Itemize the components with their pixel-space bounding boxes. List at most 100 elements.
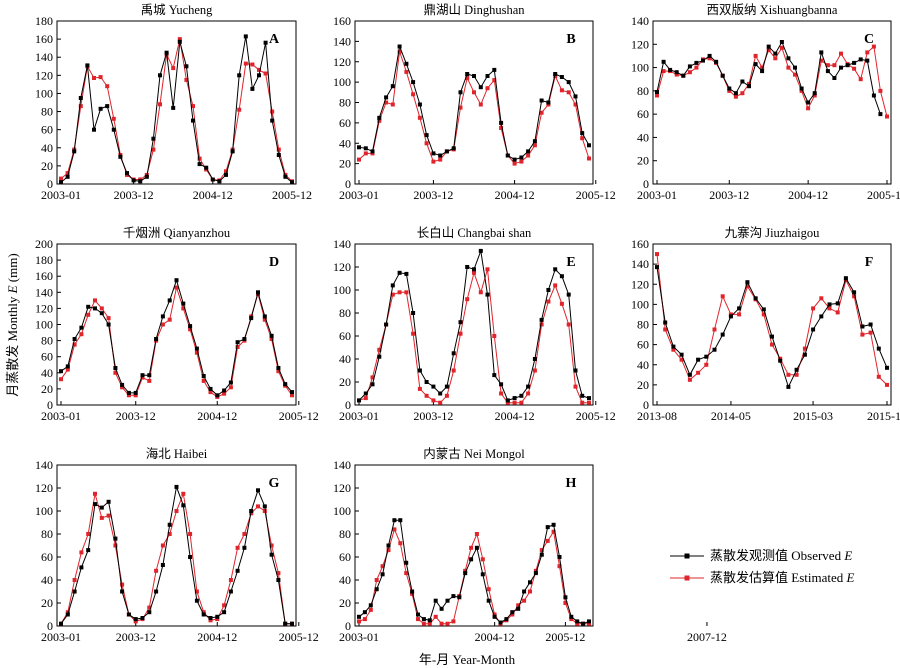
panel-letter: D	[269, 255, 279, 270]
data-point-estimated	[526, 153, 531, 158]
data-point-observed	[370, 149, 375, 154]
y-tick-label: 0	[47, 619, 53, 633]
data-point-observed	[243, 34, 248, 39]
data-point-estimated	[65, 610, 70, 615]
data-point-observed	[444, 149, 449, 154]
data-point-observed	[78, 96, 83, 100]
data-point-estimated	[377, 118, 382, 123]
chart-panel-D: 0 20 40 60 80 100 120 140 160 180 200 2003-01 2003-1…	[35, 226, 319, 423]
data-point-estimated	[126, 393, 131, 398]
data-point-estimated	[397, 290, 402, 295]
chart-panel-G: 0 20 40 60 80 100 120 140 2003-01 2003-12 2004-12 2…	[35, 446, 319, 644]
data-point-estimated	[160, 543, 165, 548]
data-point-estimated	[492, 78, 497, 83]
y-tick-label: 140	[333, 458, 351, 472]
y-tick-label: 40	[41, 366, 53, 380]
data-point-estimated	[290, 393, 294, 398]
y-tick-label: 100	[35, 318, 53, 332]
chart-panel-F: 0 20 40 60 80 100 120 140 160 2013-08 2014-05 2015-…	[631, 225, 900, 423]
y-tick-label: 160	[35, 269, 53, 283]
data-point-observed	[151, 136, 156, 141]
data-point-observed	[794, 367, 799, 372]
data-point-observed	[512, 157, 517, 162]
panel-letter: E	[566, 255, 575, 270]
data-point-observed	[65, 174, 70, 179]
data-point-estimated	[485, 86, 490, 91]
data-point-observed	[581, 621, 586, 626]
legend-observed-marker	[684, 553, 690, 559]
data-point-estimated	[59, 176, 63, 181]
y-tick-label: 60	[637, 107, 649, 121]
y-tick-label: 0	[47, 398, 53, 412]
data-point-observed	[256, 488, 260, 493]
data-point-observed	[438, 391, 443, 396]
data-point-estimated	[760, 65, 765, 70]
legend-observed-var: E	[843, 548, 852, 563]
data-point-observed	[126, 612, 131, 617]
data-point-estimated	[559, 88, 564, 93]
data-point-observed	[79, 325, 84, 330]
data-point-estimated	[151, 147, 156, 152]
data-point-estimated	[191, 104, 195, 109]
plot-frame	[56, 464, 297, 627]
y-tick-label: 120	[631, 277, 649, 291]
data-point-estimated	[679, 357, 684, 362]
y-tick-label: 200	[35, 237, 53, 251]
data-point-observed	[510, 610, 515, 615]
data-point-observed	[283, 382, 288, 387]
data-point-estimated	[147, 605, 152, 610]
data-point-observed	[181, 503, 186, 508]
plot-frame	[354, 20, 594, 185]
data-point-estimated	[704, 362, 709, 367]
data-point-estimated	[177, 37, 182, 42]
data-point-observed	[760, 69, 765, 74]
data-point-estimated	[194, 350, 199, 355]
data-point-estimated	[696, 370, 701, 375]
data-point-estimated	[235, 545, 240, 550]
data-point-observed	[398, 518, 403, 523]
data-point-estimated	[439, 621, 444, 626]
data-point-estimated	[566, 90, 571, 95]
data-point-observed	[469, 557, 474, 562]
data-point-observed	[160, 314, 165, 319]
data-point-observed	[230, 149, 235, 154]
data-point-observed	[438, 153, 443, 158]
data-point-estimated	[421, 621, 426, 626]
data-point-estimated	[133, 393, 138, 398]
data-point-estimated	[444, 393, 449, 398]
y-tick-label: 180	[35, 14, 53, 28]
data-point-estimated	[526, 391, 531, 396]
data-point-observed	[811, 327, 816, 332]
data-point-estimated	[878, 88, 883, 93]
data-point-estimated	[92, 76, 96, 80]
y-tick-label: 140	[631, 14, 649, 28]
y-tick-label: 0	[643, 398, 649, 412]
y-tick-label: 20	[339, 157, 351, 171]
data-point-estimated	[262, 509, 267, 513]
data-point-estimated	[499, 126, 504, 130]
data-point-estimated	[569, 617, 574, 622]
data-point-observed	[424, 133, 429, 138]
data-point-observed	[374, 587, 379, 592]
data-point-observed	[655, 265, 659, 270]
data-point-observed	[237, 73, 242, 78]
data-point-observed	[668, 67, 673, 72]
data-point-estimated	[228, 385, 233, 390]
y-tick-label: 140	[35, 458, 53, 472]
x-tick-label: 2004-12	[495, 409, 535, 423]
data-point-estimated	[492, 612, 497, 617]
data-point-estimated	[59, 377, 63, 382]
data-point-observed	[712, 347, 717, 352]
data-point-estimated	[140, 375, 145, 380]
data-point-observed	[733, 91, 738, 96]
data-point-estimated	[386, 548, 391, 553]
data-point-observed	[580, 393, 585, 398]
y-tick-label: 60	[637, 338, 649, 352]
data-point-estimated	[133, 619, 138, 624]
data-point-observed	[858, 57, 863, 62]
x-tick-label: 2004-12	[193, 188, 233, 202]
data-point-observed	[799, 86, 804, 91]
data-point-observed	[806, 100, 811, 105]
data-point-observed	[390, 283, 395, 288]
data-point-observed	[773, 51, 778, 56]
